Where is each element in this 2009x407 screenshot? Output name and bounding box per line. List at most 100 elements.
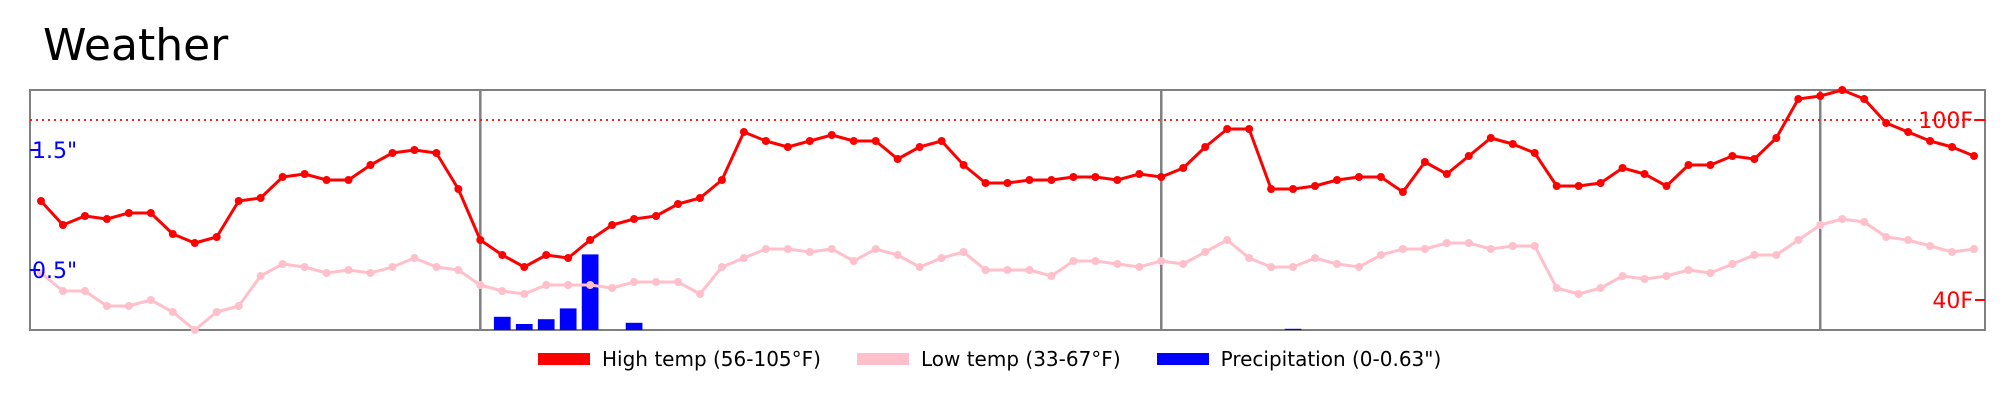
low-temp-point: [1179, 260, 1188, 268]
low-temp-point: [1794, 236, 1803, 244]
high-temp-point: [564, 254, 573, 262]
low-temp-point: [1508, 242, 1517, 250]
low-temp-point: [1113, 260, 1122, 268]
high-temp-point: [1684, 161, 1693, 169]
high-temp-point: [849, 137, 858, 145]
low-temp-point: [1552, 284, 1561, 292]
low-temp-point: [1245, 254, 1254, 262]
low-temp-point: [1267, 263, 1276, 271]
low-temp-point: [1860, 218, 1869, 226]
low-temp-point: [1662, 272, 1671, 280]
high-temp-point: [58, 221, 67, 229]
high-temp-point: [937, 137, 946, 145]
low-temp-point: [827, 245, 836, 253]
low-temp-point: [564, 281, 573, 289]
low-temp-point: [102, 302, 111, 310]
high-temp-point: [168, 230, 177, 238]
high-temp-point: [410, 146, 419, 154]
high-temp-point: [981, 179, 990, 187]
high-temp-point: [1970, 152, 1979, 160]
high-temp-point: [1882, 119, 1891, 127]
low-temp-point: [1882, 233, 1891, 241]
high-temp-point: [783, 143, 792, 151]
low-temp-point: [652, 278, 661, 286]
low-temp-point: [1574, 290, 1583, 298]
high-temp-point: [256, 194, 265, 202]
high-temp-point: [322, 176, 331, 184]
legend-item-high: High temp (56-105°F): [538, 347, 821, 371]
legend-label: High temp (56-105°F): [602, 347, 821, 371]
chart-title: Weather: [43, 20, 229, 71]
high-temp-point: [520, 263, 529, 271]
low-temp-point: [761, 245, 770, 253]
high-temp-point: [1948, 143, 1957, 151]
low-temp-point: [476, 281, 485, 289]
high-temp-point: [1332, 176, 1341, 184]
high-temp-point: [124, 209, 133, 217]
low-temp-point: [344, 266, 353, 274]
precip-bar: [581, 254, 599, 330]
low-temp-point: [1596, 284, 1605, 292]
low-temp-point: [278, 260, 287, 268]
low-temp-point: [586, 281, 595, 289]
high-temp-point: [1245, 125, 1254, 133]
high-temp-point: [1223, 125, 1232, 133]
low-temp-point: [1530, 242, 1539, 250]
low-temp-point: [1486, 245, 1495, 253]
high-temp-point: [1904, 128, 1913, 136]
low-temp-point: [1618, 272, 1627, 280]
low-temp-point: [1003, 266, 1012, 274]
high-temp-point: [1750, 155, 1759, 163]
low-temp-point: [1838, 215, 1847, 223]
low-temp-point: [915, 263, 924, 271]
high-temp-point: [871, 137, 880, 145]
low-temp-point: [432, 263, 441, 271]
low-temp-point: [783, 245, 792, 253]
low-temp-point: [1904, 236, 1913, 244]
high-temp-point: [739, 128, 748, 136]
low-temp-point: [1047, 272, 1056, 280]
low-temp-point: [1289, 263, 1298, 271]
low-temp-point: [1398, 245, 1407, 253]
low-temp-line: [40, 217, 1975, 332]
high-temp-point: [146, 209, 155, 217]
low-temp-point: [388, 263, 397, 271]
high-temp-point: [1091, 173, 1100, 181]
high-temp-point: [1311, 182, 1320, 190]
high-temp-point: [542, 251, 551, 259]
high-temp-point: [1047, 176, 1056, 184]
high-temp-point: [608, 221, 617, 229]
low-temp-point: [1970, 245, 1979, 253]
low-temp-point: [58, 287, 67, 295]
high-temp-point: [278, 173, 287, 181]
high-temp-point: [212, 233, 221, 241]
high-temp-point: [1706, 161, 1715, 169]
low-temp-point: [1025, 266, 1034, 274]
low-temp-point: [146, 296, 155, 304]
high-temp-point: [498, 251, 507, 259]
low-temp-point: [1706, 269, 1715, 277]
high-temp-point: [761, 137, 770, 145]
high-temp-point: [959, 161, 968, 169]
low-temp-point: [1135, 263, 1144, 271]
low-temp-point: [871, 245, 880, 253]
low-temp-point: [1157, 257, 1166, 265]
low-temp-point: [410, 254, 419, 262]
high-temp-point: [1354, 173, 1363, 181]
high-temp-point: [1201, 143, 1210, 151]
low-temp-point: [717, 263, 726, 271]
high-temp-point: [1157, 173, 1166, 181]
low-temp-point: [849, 257, 858, 265]
low-temp-point: [1311, 254, 1320, 262]
low-temp-point: [124, 302, 133, 310]
high-temp-point: [234, 197, 243, 205]
low-temp-point: [190, 326, 199, 334]
low-temp-point: [1816, 221, 1825, 229]
low-temp-point: [234, 302, 243, 310]
high-temp-point: [344, 176, 353, 184]
high-temp-point: [1486, 134, 1495, 142]
high-temp-point: [1530, 149, 1539, 157]
low-temp-point: [322, 269, 331, 277]
high-temp-point: [454, 185, 463, 193]
high-temp-point: [652, 212, 661, 220]
